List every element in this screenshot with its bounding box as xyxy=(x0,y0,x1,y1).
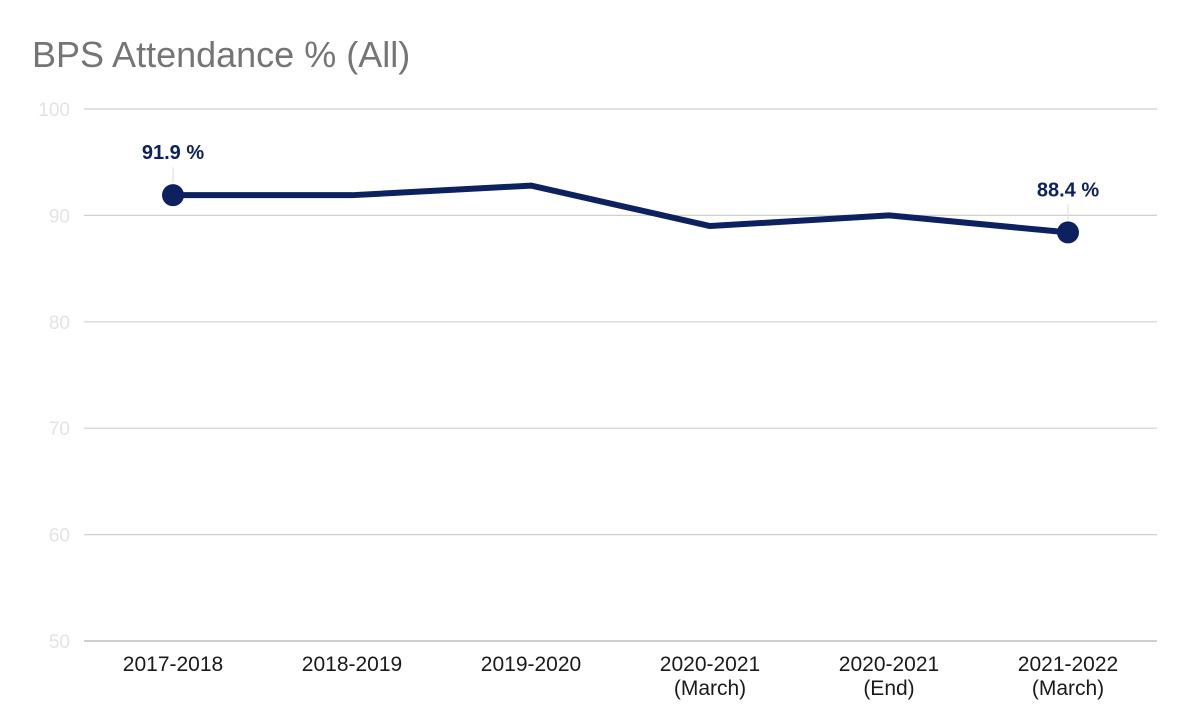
series xyxy=(162,182,1079,244)
data-point-marker xyxy=(1057,221,1079,244)
y-tick-label: 80 xyxy=(49,313,70,334)
y-tick-label: 100 xyxy=(38,100,70,121)
y-tick-label: 70 xyxy=(49,419,70,440)
x-tick-label: 2020-2021 (End) xyxy=(839,653,939,700)
y-tick-label: 50 xyxy=(49,632,70,653)
x-axis-ticks: 2017-2018 2018-2019 2019-2020 2020-2021 (Mar… xyxy=(123,653,1118,700)
data-label: 88.4 % xyxy=(1037,179,1099,201)
y-tick-label: 90 xyxy=(49,206,70,227)
chart-title: BPS Attendance % (All) xyxy=(32,34,411,75)
x-tick-label: 2020-2021 (March) xyxy=(660,653,760,700)
x-tick-label: 2019-2020 xyxy=(481,653,581,676)
x-tick-label: 2021-2022 (March) xyxy=(1018,653,1118,700)
y-tick-label: 60 xyxy=(49,526,70,547)
data-labels: 91.9 % 88.4 % xyxy=(142,142,1099,221)
y-axis-ticks: 50 60 70 80 90 100 xyxy=(38,100,70,653)
x-tick-label: 2018-2019 xyxy=(302,653,402,676)
data-point-marker xyxy=(162,184,184,207)
x-tick-label: 2017-2018 xyxy=(123,653,223,676)
series-line xyxy=(170,182,1071,236)
gridlines xyxy=(84,108,1157,642)
data-label: 91.9 % xyxy=(142,142,204,164)
